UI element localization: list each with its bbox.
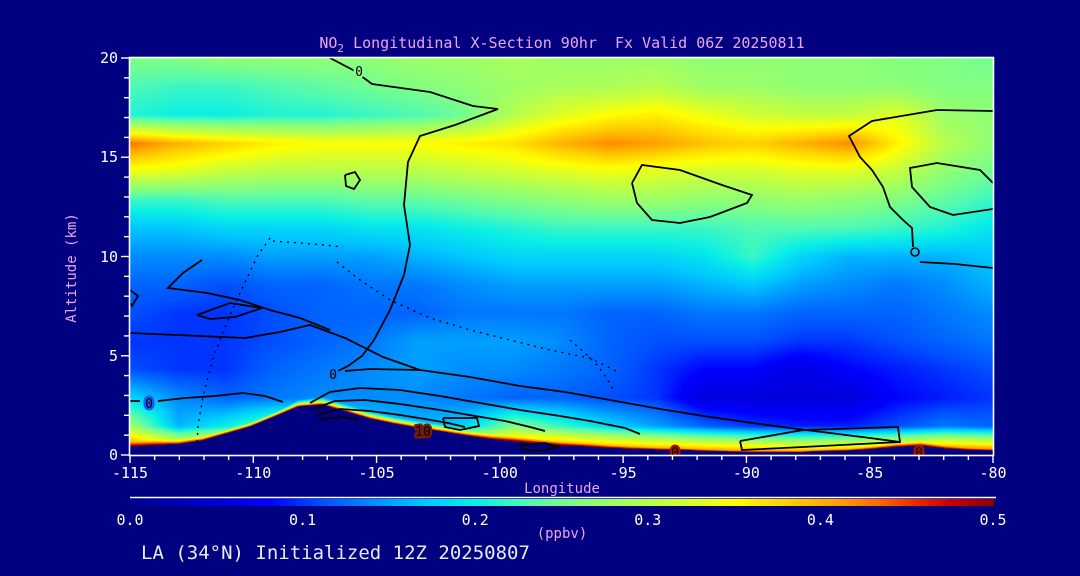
colorbar-tick-label: 0.0 (116, 511, 144, 529)
chart-title: NO2 Longitudinal X-Section 90hr Fx Valid… (130, 34, 994, 55)
y-tick-label: 15 (99, 148, 118, 167)
y-tick-label: 20 (99, 49, 118, 67)
x-tick-label: -80 (979, 464, 1007, 482)
colorbar-unit-label: (ppbv) (536, 526, 588, 542)
y-tick-label: 10 (99, 247, 118, 266)
title-subscript: 2 (337, 42, 345, 55)
x-tick-label: -90 (732, 464, 760, 482)
colorbar-tick-label: 0.4 (806, 511, 834, 529)
x-tick-label: -85 (856, 464, 884, 482)
x-tick-label: -105 (358, 464, 395, 482)
colorbar-tick-label: 0.5 (979, 511, 1007, 529)
title-rest: Longitudinal X-Section 90hr Fx Valid 06Z… (344, 34, 805, 52)
y-tick-label: 0 (108, 446, 118, 464)
footer-annotation: LA (34°N) Initialized 12Z 20250807 (141, 542, 530, 564)
colorbar-tick-label: 0.3 (634, 511, 662, 529)
colorbar-tick-label: 0.1 (289, 511, 317, 529)
colorbar-canvas (130, 499, 994, 506)
y-tick-label: 5 (108, 346, 118, 365)
x-tick-label: -100 (481, 464, 518, 482)
x-tick-label: -115 (111, 464, 149, 482)
heatmap-field-canvas (130, 58, 993, 455)
title-base: NO (319, 34, 338, 52)
x-tick-label: -110 (235, 464, 272, 482)
y-axis-title: Altitude (km) (64, 213, 80, 323)
colorbar-tick-label: 0.2 (461, 511, 489, 529)
x-tick-label: -95 (609, 464, 637, 482)
x-axis-title: Longitude (524, 481, 600, 497)
